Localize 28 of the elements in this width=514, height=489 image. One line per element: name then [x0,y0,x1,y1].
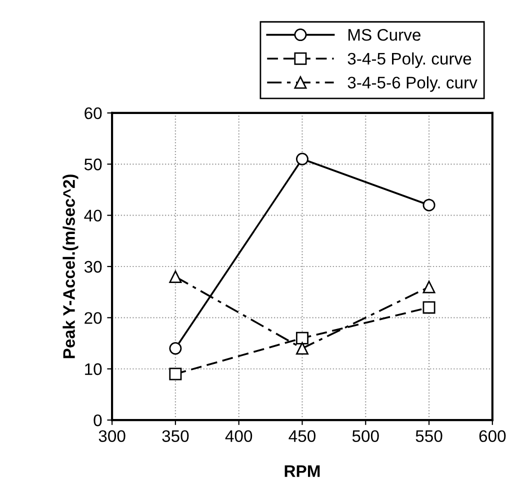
legend-label: MS Curve [348,28,420,41]
point [422,198,436,212]
y-tick-label: 30 [84,260,102,273]
point [422,301,436,314]
x-tick-label: 550 [416,430,442,442]
y-tick-label: 10 [85,363,102,376]
y-axis-title: Peak Y-Accel.(m/sec^2) [62,174,78,358]
y-tick-label: 20 [84,312,102,324]
x-tick-label: 500 [352,430,379,442]
x-tick-label: 350 [162,430,189,442]
y-tick-label: 0 [94,414,102,426]
x-tick-label: 600 [479,430,506,442]
point [296,332,308,344]
legend-label: 3-4-5-6 Poly. curv [348,76,478,92]
x-tick-label: 400 [225,430,252,442]
point [169,368,182,380]
point [169,342,182,355]
point [296,342,308,355]
y-tick-label: 60 [84,107,102,120]
point [296,152,308,166]
point [422,280,436,294]
y-tick-label: 50 [84,158,102,170]
y-tick-label: 40 [84,210,102,222]
legend-label: 3-4-5 Poly. curve [348,52,472,68]
point [169,270,182,283]
x-tick-label: 450 [288,430,316,442]
x-axis-title: RPM [284,465,320,477]
x-tick-label: 300 [98,430,126,442]
